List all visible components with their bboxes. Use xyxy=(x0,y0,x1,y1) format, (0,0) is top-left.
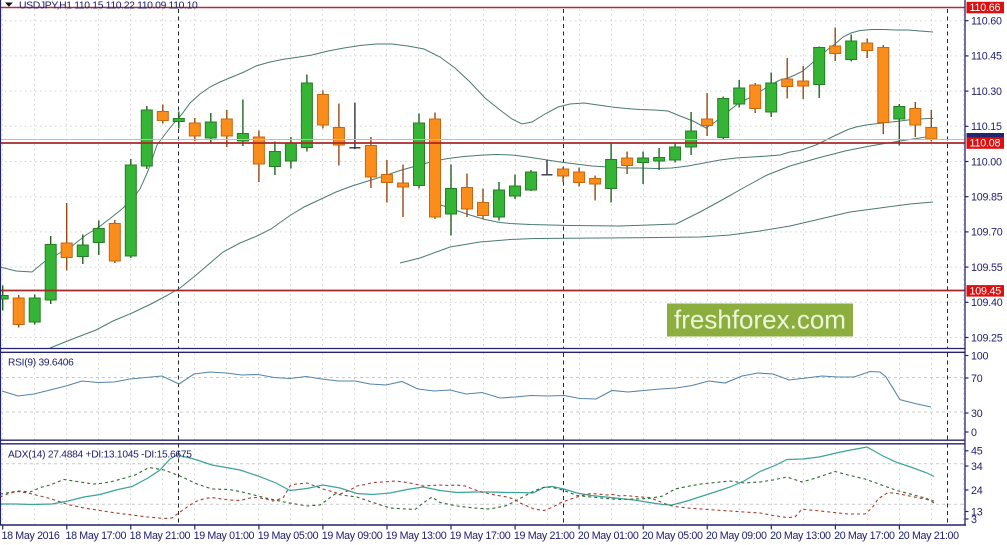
svg-text:19 May 17:00: 19 May 17:00 xyxy=(450,530,511,542)
svg-text:45: 45 xyxy=(971,446,983,458)
svg-text:ADX(14) 27.4884 +DI:13.1045 -D: ADX(14) 27.4884 +DI:13.1045 -DI:15.6675 xyxy=(8,450,192,461)
svg-text:3: 3 xyxy=(971,514,977,526)
svg-text:20 May 13:00: 20 May 13:00 xyxy=(770,530,831,542)
svg-text:109.55: 109.55 xyxy=(971,262,1003,274)
svg-text:19 May 01:00: 19 May 01:00 xyxy=(194,530,255,542)
svg-text:20 May 05:00: 20 May 05:00 xyxy=(642,530,703,542)
svg-text:109.40: 109.40 xyxy=(971,297,1003,309)
svg-text:19 May 21:00: 19 May 21:00 xyxy=(514,530,575,542)
svg-text:109.25: 109.25 xyxy=(971,332,1003,344)
svg-text:RSI(9) 39.6406: RSI(9) 39.6406 xyxy=(8,358,74,369)
svg-text:109.45: 109.45 xyxy=(970,286,1002,298)
svg-text:19 May 09:00: 19 May 09:00 xyxy=(322,530,383,542)
svg-text:18 May 17:00: 18 May 17:00 xyxy=(66,530,127,542)
svg-text:20 May 01:00: 20 May 01:00 xyxy=(578,530,639,542)
svg-text:20 May 17:00: 20 May 17:00 xyxy=(834,530,895,542)
svg-text:13: 13 xyxy=(971,506,983,518)
svg-text:20 May 21:00: 20 May 21:00 xyxy=(898,530,959,542)
svg-text:110.30: 110.30 xyxy=(971,86,1002,98)
svg-text:20 May 09:00: 20 May 09:00 xyxy=(706,530,767,542)
svg-text:109.85: 109.85 xyxy=(971,192,1003,204)
svg-text:70: 70 xyxy=(971,373,983,385)
svg-text:19 May 05:00: 19 May 05:00 xyxy=(258,530,319,542)
svg-text:110.60: 110.60 xyxy=(971,16,1002,28)
svg-text:USDJPY,H1 110.15 110.22 110.0: USDJPY,H1 110.15 110.22 110.09 110.10 xyxy=(19,1,198,12)
svg-text:19 May 13:00: 19 May 13:00 xyxy=(386,530,447,542)
svg-text:18 May 2016: 18 May 2016 xyxy=(2,530,60,542)
svg-text:110.45: 110.45 xyxy=(971,51,1002,63)
svg-text:18 May 21:00: 18 May 21:00 xyxy=(130,530,191,542)
svg-text:110.15: 110.15 xyxy=(971,121,1002,133)
svg-text:110.00: 110.00 xyxy=(971,156,1002,168)
svg-text:100: 100 xyxy=(971,350,988,362)
svg-text:0: 0 xyxy=(971,427,977,439)
svg-text:110.66: 110.66 xyxy=(970,2,1001,14)
svg-text:109.70: 109.70 xyxy=(971,227,1003,239)
svg-text:24: 24 xyxy=(971,485,983,497)
svg-text:30: 30 xyxy=(971,408,983,420)
svg-text:34: 34 xyxy=(971,461,983,473)
svg-text:110.08: 110.08 xyxy=(970,138,1001,150)
svg-text:freshforex.com: freshforex.com xyxy=(674,305,846,335)
